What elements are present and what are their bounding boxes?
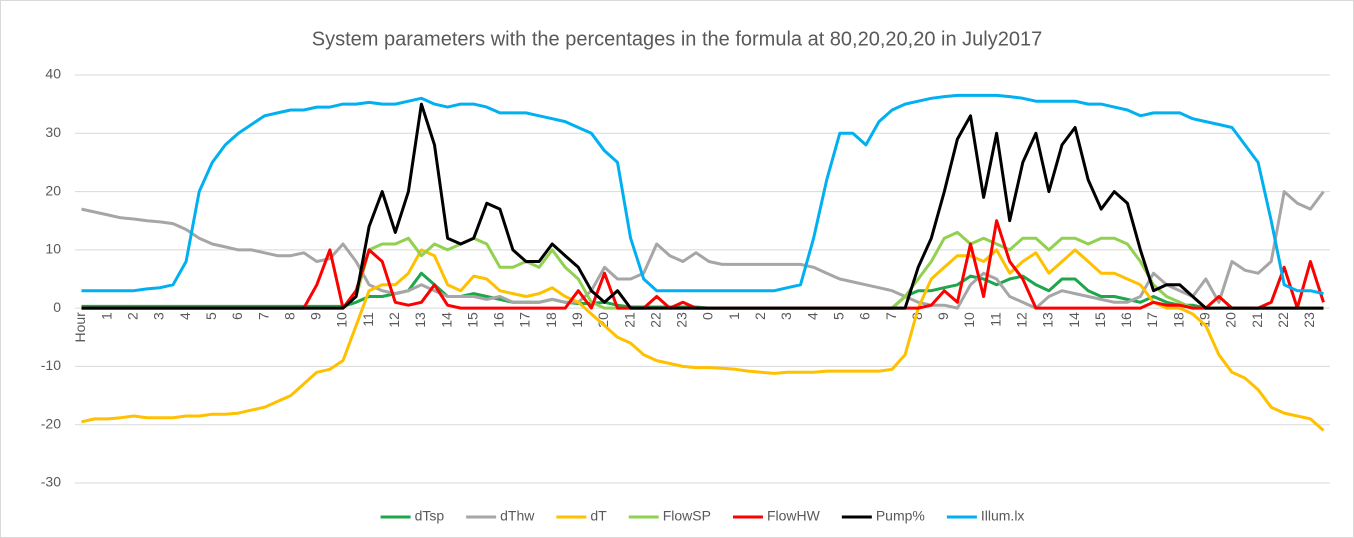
x-tick-label: 2 — [752, 312, 768, 320]
y-tick-label: 40 — [45, 66, 61, 82]
x-tick-label: 17 — [517, 312, 533, 328]
x-tick-label: 13 — [1040, 312, 1056, 328]
x-tick-label: 12 — [386, 312, 402, 328]
x-tick-label: 13 — [412, 312, 428, 328]
x-tick-label: 19 — [569, 312, 585, 328]
y-tick-label: 10 — [45, 241, 61, 257]
x-tick-label: 21 — [621, 312, 637, 328]
y-tick-label: 0 — [53, 299, 61, 315]
x-tick-label: 17 — [1144, 312, 1160, 328]
x-tick-label: 23 — [674, 312, 690, 328]
x-tick-label: 20 — [595, 312, 611, 328]
y-tick-label: 30 — [45, 124, 61, 140]
x-tick-label: 14 — [1066, 312, 1082, 328]
x-tick-label: 1 — [98, 312, 114, 320]
x-tick-label: 4 — [804, 312, 820, 320]
x-tick-label: 2 — [125, 312, 141, 320]
x-tick-label: 15 — [464, 312, 480, 328]
x-tick-label: 22 — [647, 312, 663, 328]
x-tick-label: 8 — [281, 312, 297, 320]
legend-label: Pump% — [876, 508, 925, 524]
x-tick-label: 15 — [1092, 312, 1108, 328]
x-tick-label: 7 — [883, 312, 899, 320]
x-tick-label: 4 — [177, 312, 193, 320]
x-tick-label: 23 — [1301, 312, 1317, 328]
x-tick-label: 7 — [255, 312, 271, 320]
x-tick-label: 20 — [1223, 312, 1239, 328]
x-tick-label: 19 — [1197, 312, 1213, 328]
x-tick-label: 1 — [726, 312, 742, 320]
x-tick-label: 5 — [830, 312, 846, 320]
legend-label: Illum.lx — [981, 508, 1025, 524]
x-tick-label: 14 — [438, 312, 454, 328]
x-tick-label: 22 — [1275, 312, 1291, 328]
series-line — [81, 190, 1325, 310]
x-tick-label: 10 — [334, 312, 350, 328]
legend-label: dTsp — [415, 508, 445, 524]
x-tick-label: 21 — [1249, 312, 1265, 328]
x-tick-label: Hour — [72, 312, 88, 343]
series-line — [81, 102, 1324, 310]
y-tick-label: -10 — [41, 357, 61, 373]
x-tick-label: 16 — [491, 312, 507, 328]
x-tick-label: 3 — [778, 312, 794, 320]
x-tick-label: 9 — [935, 312, 951, 320]
x-tick-label: 5 — [203, 312, 219, 320]
x-tick-label: 11 — [360, 312, 376, 327]
x-tick-label: 18 — [1170, 312, 1186, 328]
y-tick-label: -30 — [41, 474, 61, 490]
y-tick-label: 20 — [45, 182, 61, 198]
legend-label: dT — [590, 508, 607, 524]
legend-label: FlowHW — [767, 508, 821, 524]
x-tick-label: 6 — [229, 312, 245, 320]
legend-label: dThw — [500, 508, 535, 524]
x-tick-label: 0 — [700, 312, 716, 320]
legend-label: FlowSP — [663, 508, 711, 524]
x-tick-label: 9 — [308, 312, 324, 320]
x-tick-label: 10 — [961, 312, 977, 328]
x-tick-label: 16 — [1118, 312, 1134, 328]
chart-title: System parameters with the percentages i… — [312, 28, 1042, 50]
x-tick-label: 3 — [151, 312, 167, 320]
series-line — [81, 93, 1324, 296]
x-tick-label: 18 — [543, 312, 559, 328]
x-tick-label: 11 — [987, 312, 1003, 327]
y-tick-label: -20 — [41, 415, 61, 431]
x-tick-label: 6 — [857, 312, 873, 320]
x-tick-label: 12 — [1013, 312, 1029, 328]
series-line — [81, 248, 1325, 432]
